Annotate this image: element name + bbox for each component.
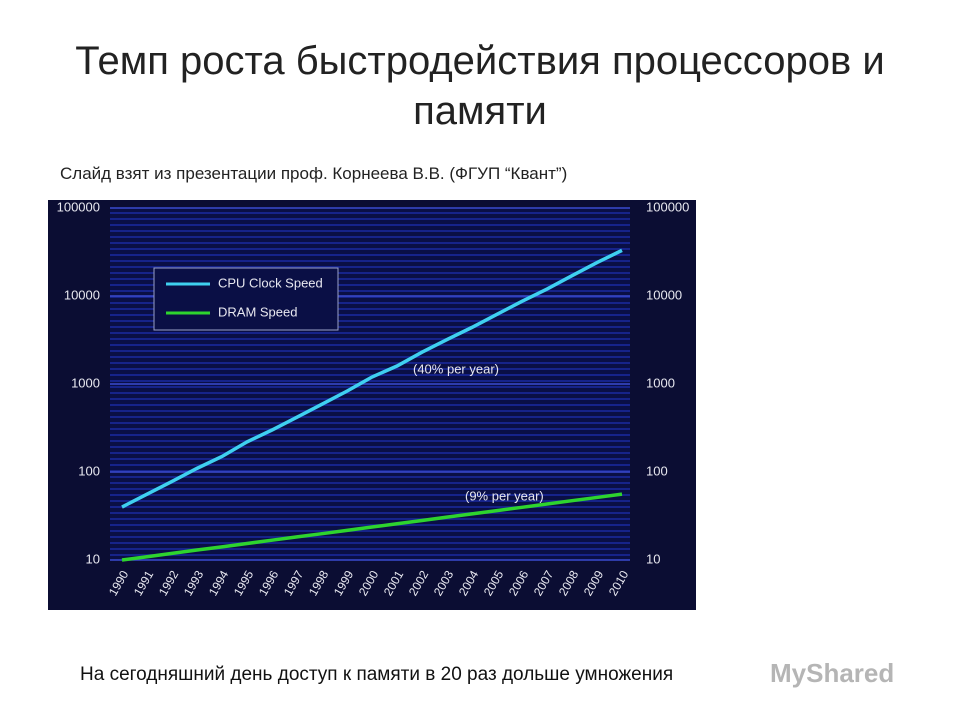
legend-label: CPU Clock Speed [218, 275, 323, 290]
y2-tick-label: 10000 [646, 287, 682, 302]
y2-tick-label: 1000 [646, 375, 675, 390]
y-tick-label: 1000 [71, 375, 100, 390]
series-line [121, 248, 623, 509]
footer-text: На сегодняшний день доступ к памяти в 20… [80, 664, 674, 685]
y-tick-label: 10 [86, 551, 100, 566]
watermark: MyShared [770, 658, 895, 688]
y2-tick-label: 10 [646, 551, 660, 566]
y-tick-label: 100000 [57, 200, 100, 214]
chart: 10 100 1000 10000 100000 10 100 1000 10000 100000… [48, 200, 696, 610]
annotation: (40% per year) [413, 361, 499, 376]
legend-label: DRAM Speed [218, 304, 297, 319]
y-tick-label: 10000 [64, 287, 100, 302]
y2-tick-label: 100000 [646, 200, 689, 214]
legend-box [153, 267, 339, 331]
annotation: (9% per year) [465, 488, 544, 503]
subtitle: Слайд взят из презентации проф. Корнеева… [60, 164, 568, 183]
y2-tick-label: 100 [646, 463, 668, 478]
y-tick-label: 100 [78, 463, 100, 478]
slide-title: Темп роста быстродействия процессоров и … [75, 39, 885, 133]
series-line [121, 492, 623, 562]
